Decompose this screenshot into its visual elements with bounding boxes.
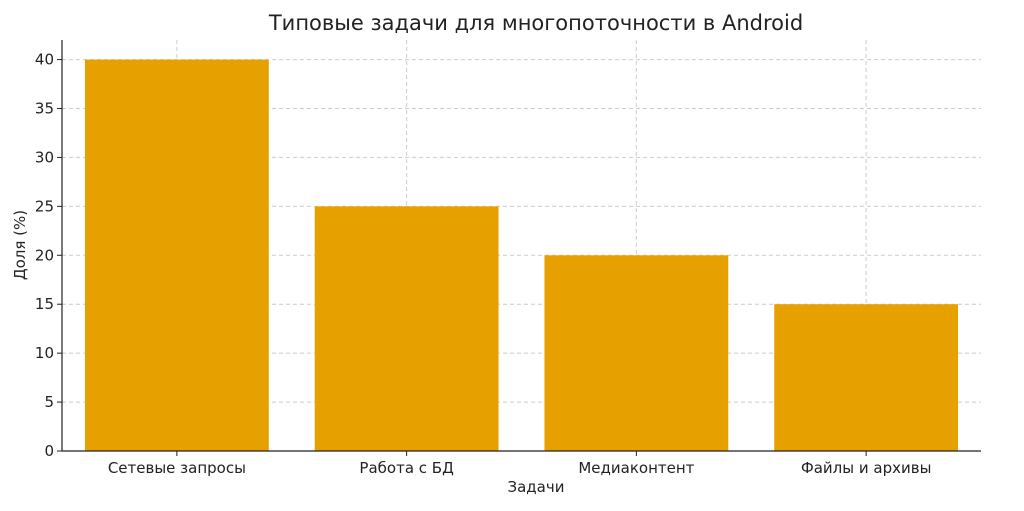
x-tick-label: Файлы и архивы — [801, 459, 932, 477]
x-tick-label: Медиаконтент — [578, 459, 694, 477]
y-tick-label: 5 — [44, 393, 54, 411]
x-axis-label: Задачи — [508, 478, 565, 496]
y-tick-label: 25 — [35, 197, 54, 215]
y-tick-label: 40 — [35, 51, 54, 69]
y-tick-label: 15 — [35, 295, 54, 313]
x-tick-label: Сетевые запросы — [108, 459, 246, 477]
x-tick-label: Работа с БД — [359, 459, 453, 477]
y-axis-label: Доля (%) — [11, 210, 29, 280]
y-tick-label: 10 — [35, 344, 54, 362]
y-tick-label: 20 — [35, 246, 54, 264]
bar — [544, 255, 729, 451]
chart-title: Типовые задачи для многопоточности в And… — [268, 11, 803, 35]
y-tick-label: 30 — [35, 148, 54, 166]
bars — [84, 59, 959, 451]
ticks: 0 5 10 15 20 25 30 35 40 Сетевые запросы Работа с … — [35, 51, 932, 477]
bar — [84, 59, 269, 451]
bar — [314, 206, 499, 451]
y-tick-label: 35 — [35, 100, 54, 118]
bar — [774, 304, 959, 451]
y-tick-label: 0 — [44, 442, 54, 460]
